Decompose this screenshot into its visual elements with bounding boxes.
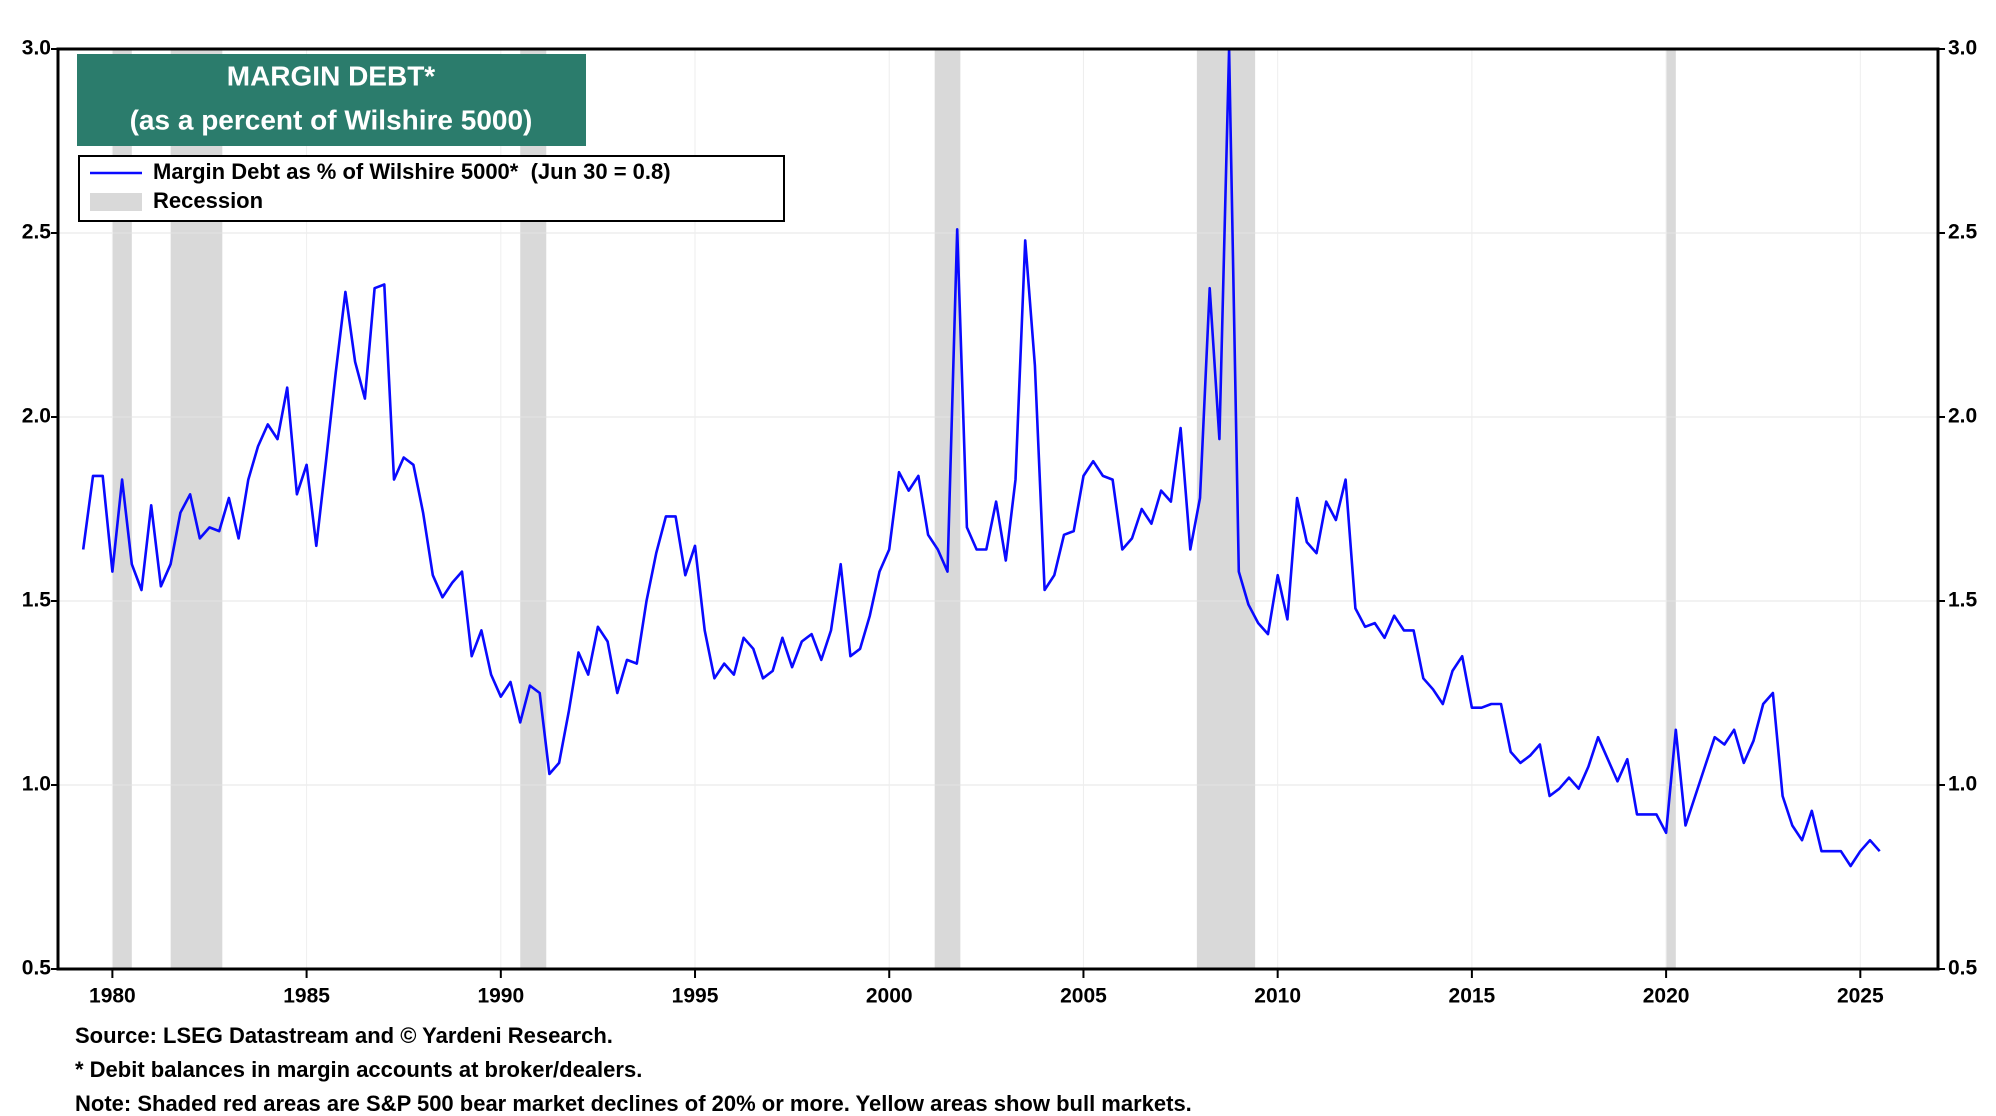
legend-label: Recession (153, 188, 263, 213)
y-tick-label: 0.5 (22, 957, 52, 980)
legend-label: Margin Debt as % of Wilshire 5000* (Jun … (153, 159, 671, 184)
footnote: * Debit balances in margin accounts at b… (75, 1057, 642, 1082)
y2-tick-label: 2.0 (1948, 405, 1977, 428)
x-tick-label: 1980 (89, 985, 136, 1008)
x-tick-label: 2025 (1837, 985, 1884, 1008)
chart-title: MARGIN DEBT* (227, 60, 436, 91)
y-tick-label: 2.0 (22, 405, 51, 428)
x-tick-label: 1985 (283, 985, 330, 1008)
recession-band (1666, 49, 1676, 969)
plot-frame (56, 47, 1940, 971)
x-tick-label: 2005 (1060, 985, 1107, 1008)
x-tick-label: 2020 (1643, 985, 1690, 1008)
legend-box (78, 155, 785, 222)
y2-tick-label: 1.0 (1948, 773, 1977, 796)
recession-band (112, 49, 132, 969)
x-tick-label: 2000 (866, 985, 913, 1008)
y2-tick-label: 1.5 (1948, 589, 1978, 612)
footnote: Source: LSEG Datastream and © Yardeni Re… (75, 1023, 613, 1048)
y2-tick-label: 3.0 (1948, 37, 1977, 60)
y-tick-label: 1.0 (22, 773, 51, 796)
x-tick-label: 2015 (1449, 985, 1496, 1008)
data-line (81, 47, 1881, 868)
x-tick-label: 2010 (1254, 985, 1301, 1008)
chart-subtitle: (as a percent of Wilshire 5000) (130, 104, 533, 135)
legend-swatch (90, 193, 142, 211)
y2-tick-label: 2.5 (1948, 221, 1978, 244)
y2-tick-label: 0.5 (1948, 957, 1978, 980)
y-tick-label: 2.5 (22, 221, 52, 244)
footnote: Note: Shaded red areas are S&P 500 bear … (75, 1091, 1192, 1116)
y-tick-label: 1.5 (22, 589, 52, 612)
y-tick-label: 3.0 (22, 37, 51, 60)
title-box (77, 54, 586, 146)
x-tick-label: 1990 (477, 985, 524, 1008)
x-tick-label: 1995 (672, 985, 719, 1008)
recession-band (934, 49, 961, 969)
